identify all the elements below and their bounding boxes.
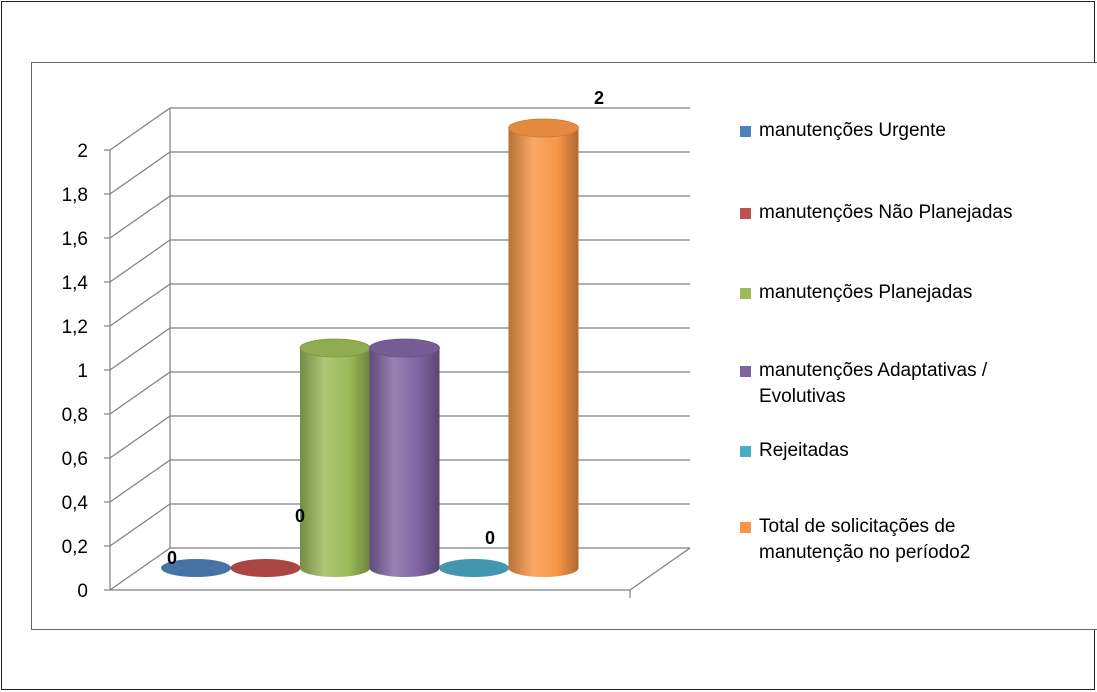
bar-body	[508, 128, 579, 577]
grid-diagonal	[109, 459, 171, 503]
data-label: 0	[295, 506, 305, 526]
y-tick-label: 2	[77, 141, 88, 162]
legend-item-rejeitadas: Rejeitadas	[740, 438, 1080, 464]
bar-top	[508, 118, 579, 138]
y-tick-label: 0,2	[62, 537, 88, 558]
legend-label: manutenções Não Planejadas	[759, 202, 1013, 223]
bars	[161, 118, 579, 577]
bar-2	[299, 338, 371, 577]
y-tick-label: 1,4	[62, 273, 89, 294]
data-label: 0	[167, 548, 177, 568]
grid-diagonal	[109, 107, 171, 151]
legend-label: manutenções Urgente	[759, 120, 946, 141]
legend-item-adaptativas: manutenções Adaptativas / Evolutivas	[740, 358, 1040, 410]
grid-diagonal	[109, 283, 171, 327]
y-tick-label: 0,6	[62, 449, 88, 470]
legend-swatch	[740, 126, 751, 137]
bar-5	[508, 118, 579, 577]
y-tick-label: 0	[77, 581, 88, 602]
legend-label: Total de solicitações de manutenção no p…	[759, 516, 971, 563]
grid-diagonal	[109, 239, 171, 283]
legend-swatch	[740, 288, 751, 299]
y-tick-label: 0,8	[62, 405, 88, 426]
bar-base	[230, 559, 301, 577]
grid-diagonal	[109, 151, 171, 195]
y-tick-label: 0,4	[62, 493, 89, 514]
grid-diagonal	[109, 371, 171, 415]
grid-diagonal	[109, 547, 171, 591]
bar-top	[369, 338, 440, 358]
legend-swatch	[740, 366, 751, 377]
bar-body	[369, 348, 440, 577]
y-tick-label: 1	[77, 361, 88, 382]
legend-label: Rejeitadas	[759, 440, 849, 461]
legend-label: manutenções Planejadas	[759, 282, 973, 303]
legend-item-total: Total de solicitações de manutenção no p…	[740, 514, 1030, 566]
legend-item-planejadas: manutenções Planejadas	[740, 280, 1080, 306]
bar-body	[300, 348, 370, 577]
data-label: 0	[485, 528, 495, 548]
grid-diagonal	[109, 195, 171, 239]
bar-4	[439, 559, 509, 577]
y-axis-ticks: 0 0,2 0,4 0,6 0,8 1 1,2 1,4 1,6 1,8 2	[62, 141, 89, 602]
legend-label: manutenções Adaptativas / Evolutivas	[759, 360, 988, 407]
grid-diagonal	[109, 415, 171, 459]
y-tick-label: 1,2	[62, 317, 88, 338]
y-tick-label: 1,8	[62, 185, 88, 206]
bar-1	[230, 559, 301, 577]
grid-diagonal	[109, 327, 171, 371]
bar-3	[369, 338, 440, 577]
bar-base	[439, 559, 509, 577]
grid-diagonal	[109, 503, 171, 547]
legend-swatch	[740, 446, 751, 457]
data-labels: 0 0 0 2	[167, 88, 604, 568]
legend-swatch	[740, 522, 751, 533]
bar-0	[161, 559, 231, 577]
legend-item-urgente: manutenções Urgente	[740, 118, 1080, 144]
bar-top	[299, 338, 371, 358]
y-tick-label: 1,6	[62, 229, 88, 250]
legend-swatch	[740, 208, 751, 219]
data-label: 2	[594, 88, 604, 108]
bar-base	[161, 559, 231, 577]
legend-item-nao-planejadas: manutenções Não Planejadas	[740, 200, 1090, 226]
